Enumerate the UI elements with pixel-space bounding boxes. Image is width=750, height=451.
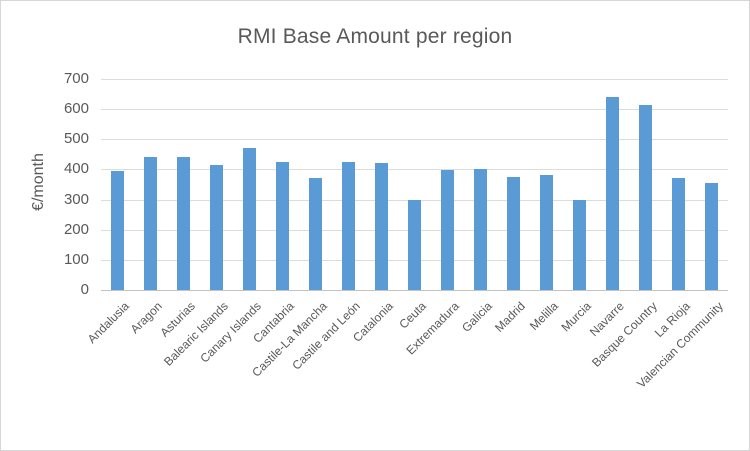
y-tick-label-300: 300 <box>63 190 89 208</box>
gridline-400 <box>101 169 728 171</box>
bar-asturias <box>177 157 190 290</box>
bar-catalonia <box>375 162 388 290</box>
gridline-600 <box>101 109 728 111</box>
bar-castile-and-le-n <box>342 161 355 290</box>
bar-basque-country <box>639 104 652 290</box>
bar-canary-islands <box>243 148 256 290</box>
bar-castile-la-mancha <box>309 177 322 290</box>
y-tick-label-0: 0 <box>80 281 89 298</box>
bar-valencian-community <box>705 182 718 290</box>
bar-la-rioja <box>672 177 685 290</box>
bar-madrid <box>507 176 520 290</box>
bar-cantabria <box>276 161 289 290</box>
gridline-700 <box>101 79 728 80</box>
bar-balearic-islands <box>210 165 223 290</box>
y-tick-label-700: 700 <box>63 70 89 87</box>
bar-andalusia <box>111 170 124 290</box>
bar-ceuta <box>408 199 421 290</box>
gridline-500 <box>101 139 728 141</box>
bar-extremadura <box>441 169 454 290</box>
chart-title: RMI Base Amount per region <box>237 25 513 48</box>
bar-murcia <box>573 199 586 290</box>
y-tick-label-400: 400 <box>63 160 89 178</box>
y-tick-label-500: 500 <box>63 130 89 148</box>
bar-aragon <box>144 157 157 290</box>
plot-area <box>101 79 728 291</box>
bar-navarre <box>606 97 619 290</box>
bar-galicia <box>474 169 487 290</box>
y-tick-label-600: 600 <box>63 100 89 118</box>
y-tick-label-200: 200 <box>63 220 89 238</box>
gridline-0 <box>101 290 728 291</box>
y-tick-label-100: 100 <box>63 250 89 268</box>
bar-melilla <box>540 175 553 290</box>
